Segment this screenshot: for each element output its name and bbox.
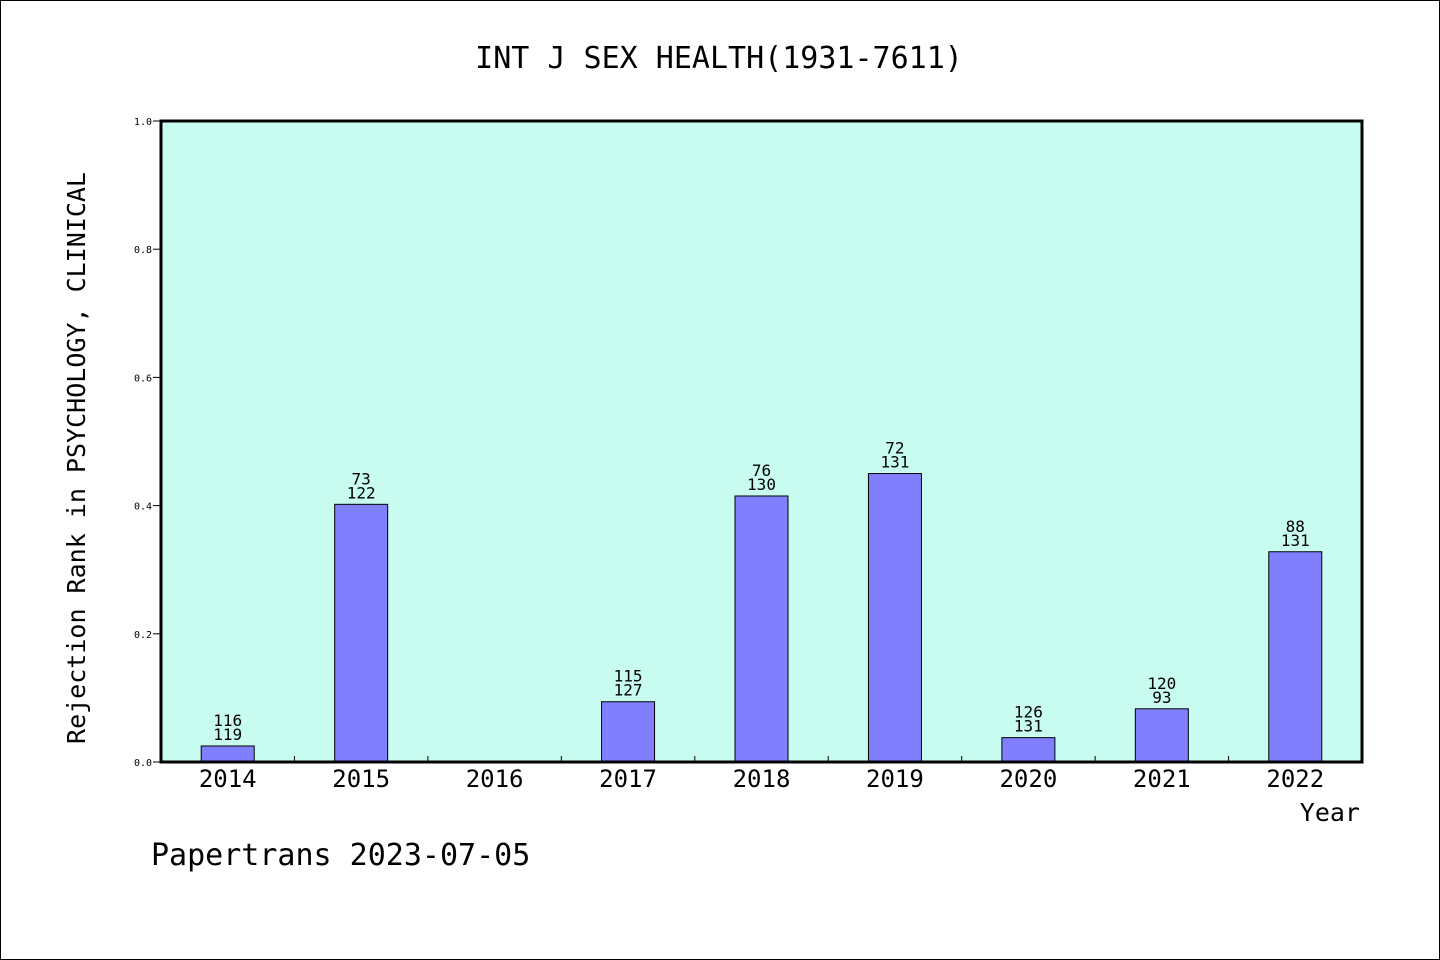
- bar: [1268, 551, 1323, 763]
- x-tick-label: 2021: [1133, 765, 1191, 793]
- bar-rank-label: 73: [352, 469, 371, 488]
- bar: [334, 503, 389, 763]
- footer-credit: Papertrans 2023-07-05: [151, 838, 530, 873]
- bar-rank-label: 120: [1147, 674, 1176, 693]
- bar-total-label: 93: [1152, 688, 1171, 707]
- y-tick-label: 0.8: [134, 245, 152, 256]
- y-tick-label: 0.4: [134, 502, 152, 513]
- x-tick-label: 2014: [199, 765, 257, 793]
- x-tick-label: 2016: [466, 765, 524, 793]
- x-tick-label: 2017: [599, 765, 657, 793]
- x-axis-ticks: 2014 2015 2016 2017 2018 2019 2020 2021 2022: [199, 756, 1324, 793]
- bar-rank-label: 126: [1014, 703, 1043, 722]
- bar-total-label: 131: [1281, 531, 1310, 550]
- plot-border: [159, 119, 1364, 764]
- y-axis-label: Rejection Rank in PSYCHOLOGY, CLINICAL: [62, 172, 91, 744]
- x-tick-label: 2015: [332, 765, 390, 793]
- x-tick-label: 2019: [866, 765, 924, 793]
- bar-total-label: 131: [880, 453, 909, 472]
- bar: [867, 473, 922, 763]
- bar-rank-label: 72: [885, 439, 904, 458]
- bar-rank-label: 88: [1286, 517, 1305, 536]
- bar-series: [200, 473, 1323, 763]
- bar-total-label: 131: [1014, 717, 1043, 736]
- bar: [1001, 737, 1056, 763]
- x-tick-label: 2022: [1266, 765, 1324, 793]
- bar-labels: 1161197312211512776130721311261311209388…: [213, 439, 1309, 744]
- bar: [1134, 708, 1189, 763]
- bar: [734, 495, 789, 763]
- chart-title: INT J SEX HEALTH(1931-7611): [475, 41, 963, 76]
- y-axis-ticks: 0.0 0.2 0.4 0.6 0.8 1.0: [134, 117, 161, 769]
- bar: [200, 745, 255, 763]
- x-tick-label: 2018: [733, 765, 791, 793]
- bar-total-label: 119: [213, 725, 242, 744]
- bar-total-label: 122: [347, 483, 376, 502]
- bar-total-label: 127: [614, 681, 643, 700]
- bar-rank-label: 76: [752, 461, 771, 480]
- bar-rank-label: 115: [614, 667, 643, 686]
- y-tick-label: 0.6: [134, 373, 152, 384]
- x-tick-label: 2020: [999, 765, 1057, 793]
- bar: [601, 701, 656, 763]
- y-tick-label: 0.2: [134, 630, 152, 641]
- y-tick-label: 1.0: [134, 117, 152, 128]
- bar-rank-label: 116: [213, 711, 242, 730]
- y-tick-label: 0.0: [134, 758, 152, 769]
- bar-total-label: 130: [747, 475, 776, 494]
- x-axis-label: Year: [1300, 798, 1360, 827]
